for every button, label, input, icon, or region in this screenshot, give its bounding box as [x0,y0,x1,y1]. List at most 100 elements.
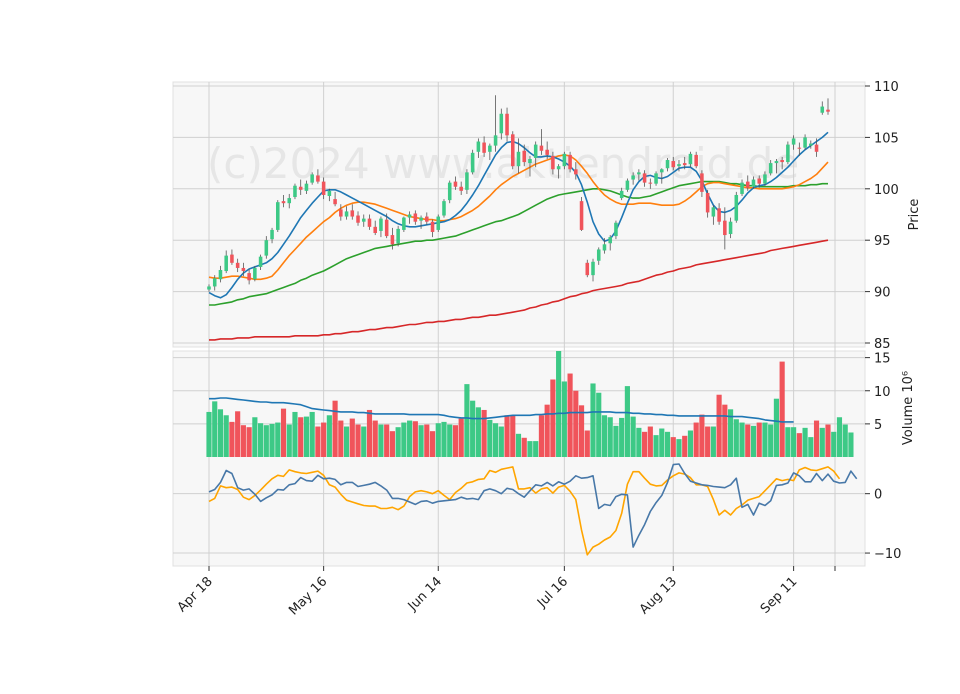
volume-bar [223,415,229,457]
candle-down [350,210,355,217]
volume-bar [286,424,292,457]
candle-up [476,141,481,152]
candle-up [264,240,269,256]
candle-down [373,226,377,234]
price-tick-label: 105 [874,131,899,146]
volume-bar [366,409,373,457]
candle-down [757,178,761,184]
volume-bar [338,420,344,457]
volume-bar [447,424,453,457]
candle-down [642,173,647,183]
volume-bar [556,351,562,457]
volume-bar [464,384,470,457]
volume-bar [573,390,579,457]
candle-up [379,218,383,231]
volume-tick-label: 5 [874,418,882,433]
candle-up [660,169,664,173]
candle-up [631,175,635,180]
candle-down [694,154,698,167]
volume-bar [550,379,556,457]
volume-bar [212,401,218,457]
candle-up [625,180,630,190]
volume-bar [349,418,355,457]
volume-bar [424,424,430,457]
volume-bar [768,424,774,457]
candle-up [465,172,469,190]
volume-bar [275,422,281,457]
candle-down [539,145,544,151]
price-tick-label: 95 [874,234,891,249]
candle-up [407,214,412,218]
x-tick-label: Sep 11 [758,574,801,617]
candle-up [287,198,292,204]
volume-bar [727,409,734,457]
price-axis-label: Price [907,199,922,231]
volume-bar [395,427,401,457]
volume-bar [567,373,573,457]
candle-up [293,185,297,198]
volume-bar [659,428,665,457]
candle-down [230,254,234,263]
volume-bar [636,427,642,457]
candle-down [797,147,802,149]
candle-up [728,221,733,235]
candle-up [488,145,492,152]
volume-bar [693,422,699,457]
candle-down [545,149,549,155]
candle-up [820,106,825,113]
candle-up [809,143,813,146]
volume-bar [315,426,321,457]
lower-panel-bg [172,350,866,567]
volume-bar [217,409,224,457]
volume-bar [670,437,676,457]
volume-average-line [209,397,794,423]
candle-up [218,270,223,280]
oscillator-tick-label: 0 [874,488,882,503]
volume-bar [842,424,848,457]
candle-up [665,160,670,169]
candle-down [705,192,710,213]
volume-bar [355,424,361,457]
candle-down [298,186,303,190]
candle-down [568,154,572,170]
volume-bar [407,420,413,457]
volume-bar [642,431,648,457]
volume-bar [813,420,820,457]
volume-bar [475,407,481,457]
volume-bar [389,431,395,457]
x-tick-label: Jul 16 [534,574,571,611]
volume-bar [510,415,516,457]
candle-up [224,255,228,272]
candle-up [442,201,446,216]
volume-bar [613,425,619,457]
candle-down [247,273,251,281]
volume-bar [791,427,797,457]
volume-bar [676,439,682,457]
volume-bar [515,433,522,457]
volume-bar [441,421,447,457]
volume-bar [527,441,533,457]
candle-down [367,218,372,227]
candle-up [533,144,538,158]
candle-up [711,207,716,217]
volume-bar [298,417,304,457]
volume-bar [785,427,791,457]
volume-bar [418,425,424,457]
price-tick-label: 85 [874,337,891,352]
x-tick-label: Apr 18 [175,574,216,615]
candle-down [425,216,429,222]
volume-bar [498,426,504,457]
volume-bar [819,427,825,457]
candle-up [740,182,744,194]
volume-tick-label: 10 [874,385,891,400]
volume-bar [836,417,843,457]
sma-red-line [209,239,829,341]
volume-bar [378,424,384,457]
volume-bar [773,398,779,457]
candle-up [499,113,504,134]
volume-bar [280,408,287,457]
volume-bar [624,386,630,457]
candle-down [430,221,435,232]
candle-up [602,244,607,251]
